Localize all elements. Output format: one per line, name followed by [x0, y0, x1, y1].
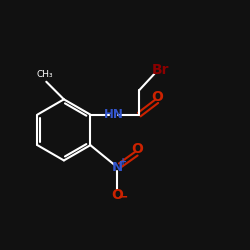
Text: HN: HN	[104, 108, 124, 121]
Text: −: −	[117, 190, 128, 203]
Text: O: O	[152, 90, 163, 104]
Text: CH₃: CH₃	[36, 70, 53, 79]
Text: N: N	[112, 161, 123, 174]
Text: +: +	[118, 157, 127, 167]
Text: O: O	[132, 142, 143, 156]
Text: Br: Br	[152, 63, 169, 77]
Text: O: O	[111, 188, 123, 202]
